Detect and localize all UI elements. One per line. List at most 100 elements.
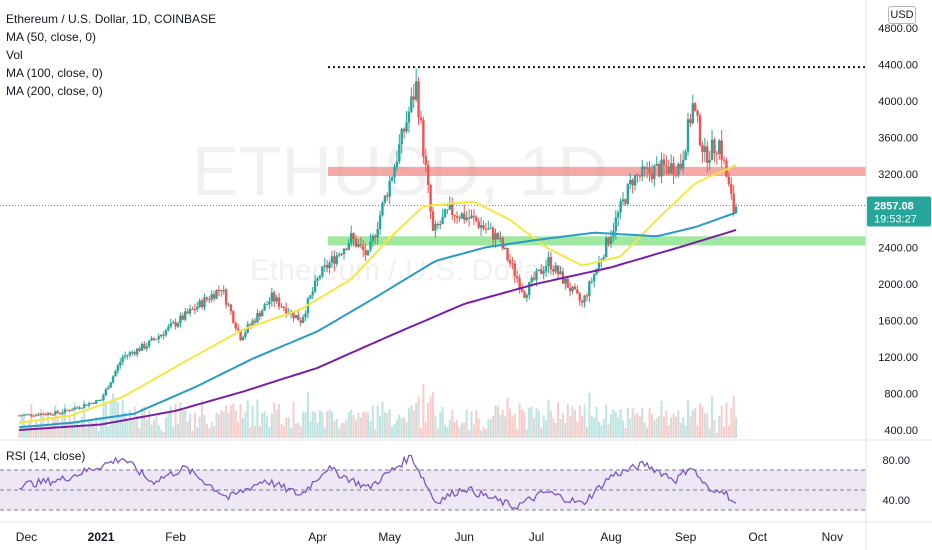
candle-body (258, 312, 261, 317)
candle-body (99, 399, 103, 401)
candle-body (532, 277, 536, 280)
volume-bar (732, 396, 735, 438)
currency-button[interactable]: USD (888, 6, 916, 24)
candle-body (378, 215, 382, 230)
price-tag (867, 196, 931, 227)
candle-body (357, 244, 360, 247)
candle-body (188, 308, 192, 314)
volume-bar (326, 411, 329, 438)
volume-bar (573, 410, 576, 438)
price-tick-label: 4400.00 (878, 60, 918, 72)
volume-bar (703, 413, 706, 438)
candle-body (730, 184, 733, 194)
volume-bar (696, 425, 699, 438)
rsi-pane (0, 454, 866, 511)
candle-body (294, 315, 298, 319)
volume-bar (432, 392, 434, 438)
current-price-label: 2857.08 (874, 201, 914, 213)
volume-bar (275, 409, 278, 438)
volume-bar (660, 400, 663, 438)
volume-bar (487, 419, 490, 438)
volume-bar (66, 423, 69, 438)
candle-body (313, 280, 317, 292)
volume-bar (557, 402, 560, 438)
indicator-ma200[interactable]: MA (200, close, 0) (6, 84, 103, 98)
candle-body (515, 276, 519, 279)
candle-body (174, 322, 177, 327)
candle-body (446, 209, 449, 211)
volume-bar (75, 422, 78, 438)
candle-body (131, 352, 134, 354)
volume-bar (670, 417, 673, 438)
candle-body (410, 96, 413, 112)
indicator-ma50[interactable]: MA (50, close, 0) (6, 30, 97, 44)
volume-bar (624, 427, 627, 438)
volume-bar (104, 402, 107, 438)
volume-bar (136, 415, 139, 438)
volume-bar (359, 417, 362, 438)
candle-body (311, 291, 314, 296)
volume-bar (410, 405, 413, 438)
volume-bar (237, 421, 240, 438)
indicator-ma100[interactable]: MA (100, close, 0) (6, 66, 103, 80)
volume-bar (124, 411, 127, 438)
candle-body (530, 277, 533, 283)
candle-body (718, 140, 721, 154)
candle-body (205, 297, 209, 300)
candle-body (354, 238, 358, 247)
candle-body (609, 237, 613, 244)
volume-bar (49, 424, 52, 438)
candle-body (414, 81, 418, 100)
candle-body (578, 293, 581, 301)
candle-body (30, 414, 33, 416)
candle-body (25, 414, 28, 416)
candle-body (164, 330, 168, 336)
volume-bar (494, 405, 497, 438)
candle-body (617, 212, 620, 218)
volume-bar (636, 412, 639, 438)
indicator-vol[interactable]: Vol (6, 48, 23, 62)
volume-bar (54, 405, 57, 438)
volume-bar (480, 430, 483, 438)
candle-body (549, 256, 553, 270)
candle-body (605, 237, 608, 257)
volume-bar (545, 420, 548, 438)
volume-bar (535, 407, 538, 438)
volume-bar (727, 425, 730, 438)
candle-body (49, 413, 52, 415)
volume-bar (229, 405, 232, 438)
volume-bar (528, 407, 531, 438)
candle-body (484, 228, 488, 230)
rsi-title[interactable]: RSI (14, close) (6, 449, 86, 463)
candle-body (179, 315, 182, 324)
volume-bar (686, 400, 689, 438)
symbol-title[interactable]: Ethereum / U.S. Dollar, 1D, COINBASE (6, 12, 217, 26)
volume-bar (268, 426, 271, 438)
candle-body (448, 203, 452, 210)
price-tick-label: 800.00 (884, 388, 918, 400)
volume-bar (540, 427, 543, 438)
candle-body (508, 260, 512, 264)
volume-bar (160, 430, 163, 438)
candle-body (217, 289, 221, 291)
price-tick-label: 3200.00 (878, 169, 918, 181)
candle-body (633, 174, 637, 186)
time-tick-label: May (378, 530, 401, 544)
volume-bar (201, 400, 204, 438)
candle-body (518, 278, 521, 289)
candle-body (499, 237, 502, 240)
candle-body (121, 356, 124, 362)
candle-body (686, 119, 690, 152)
volume-bar (227, 412, 230, 438)
candle-body (523, 291, 526, 298)
volume-bar (225, 405, 228, 438)
candle-body (631, 179, 634, 186)
candle-body (626, 184, 630, 204)
candle-body (703, 146, 707, 153)
price-tick-label: 4800.00 (878, 23, 918, 35)
candle-body (364, 250, 367, 256)
volume-bar (335, 418, 338, 438)
candle-body (386, 195, 389, 197)
candle-body (143, 343, 146, 349)
